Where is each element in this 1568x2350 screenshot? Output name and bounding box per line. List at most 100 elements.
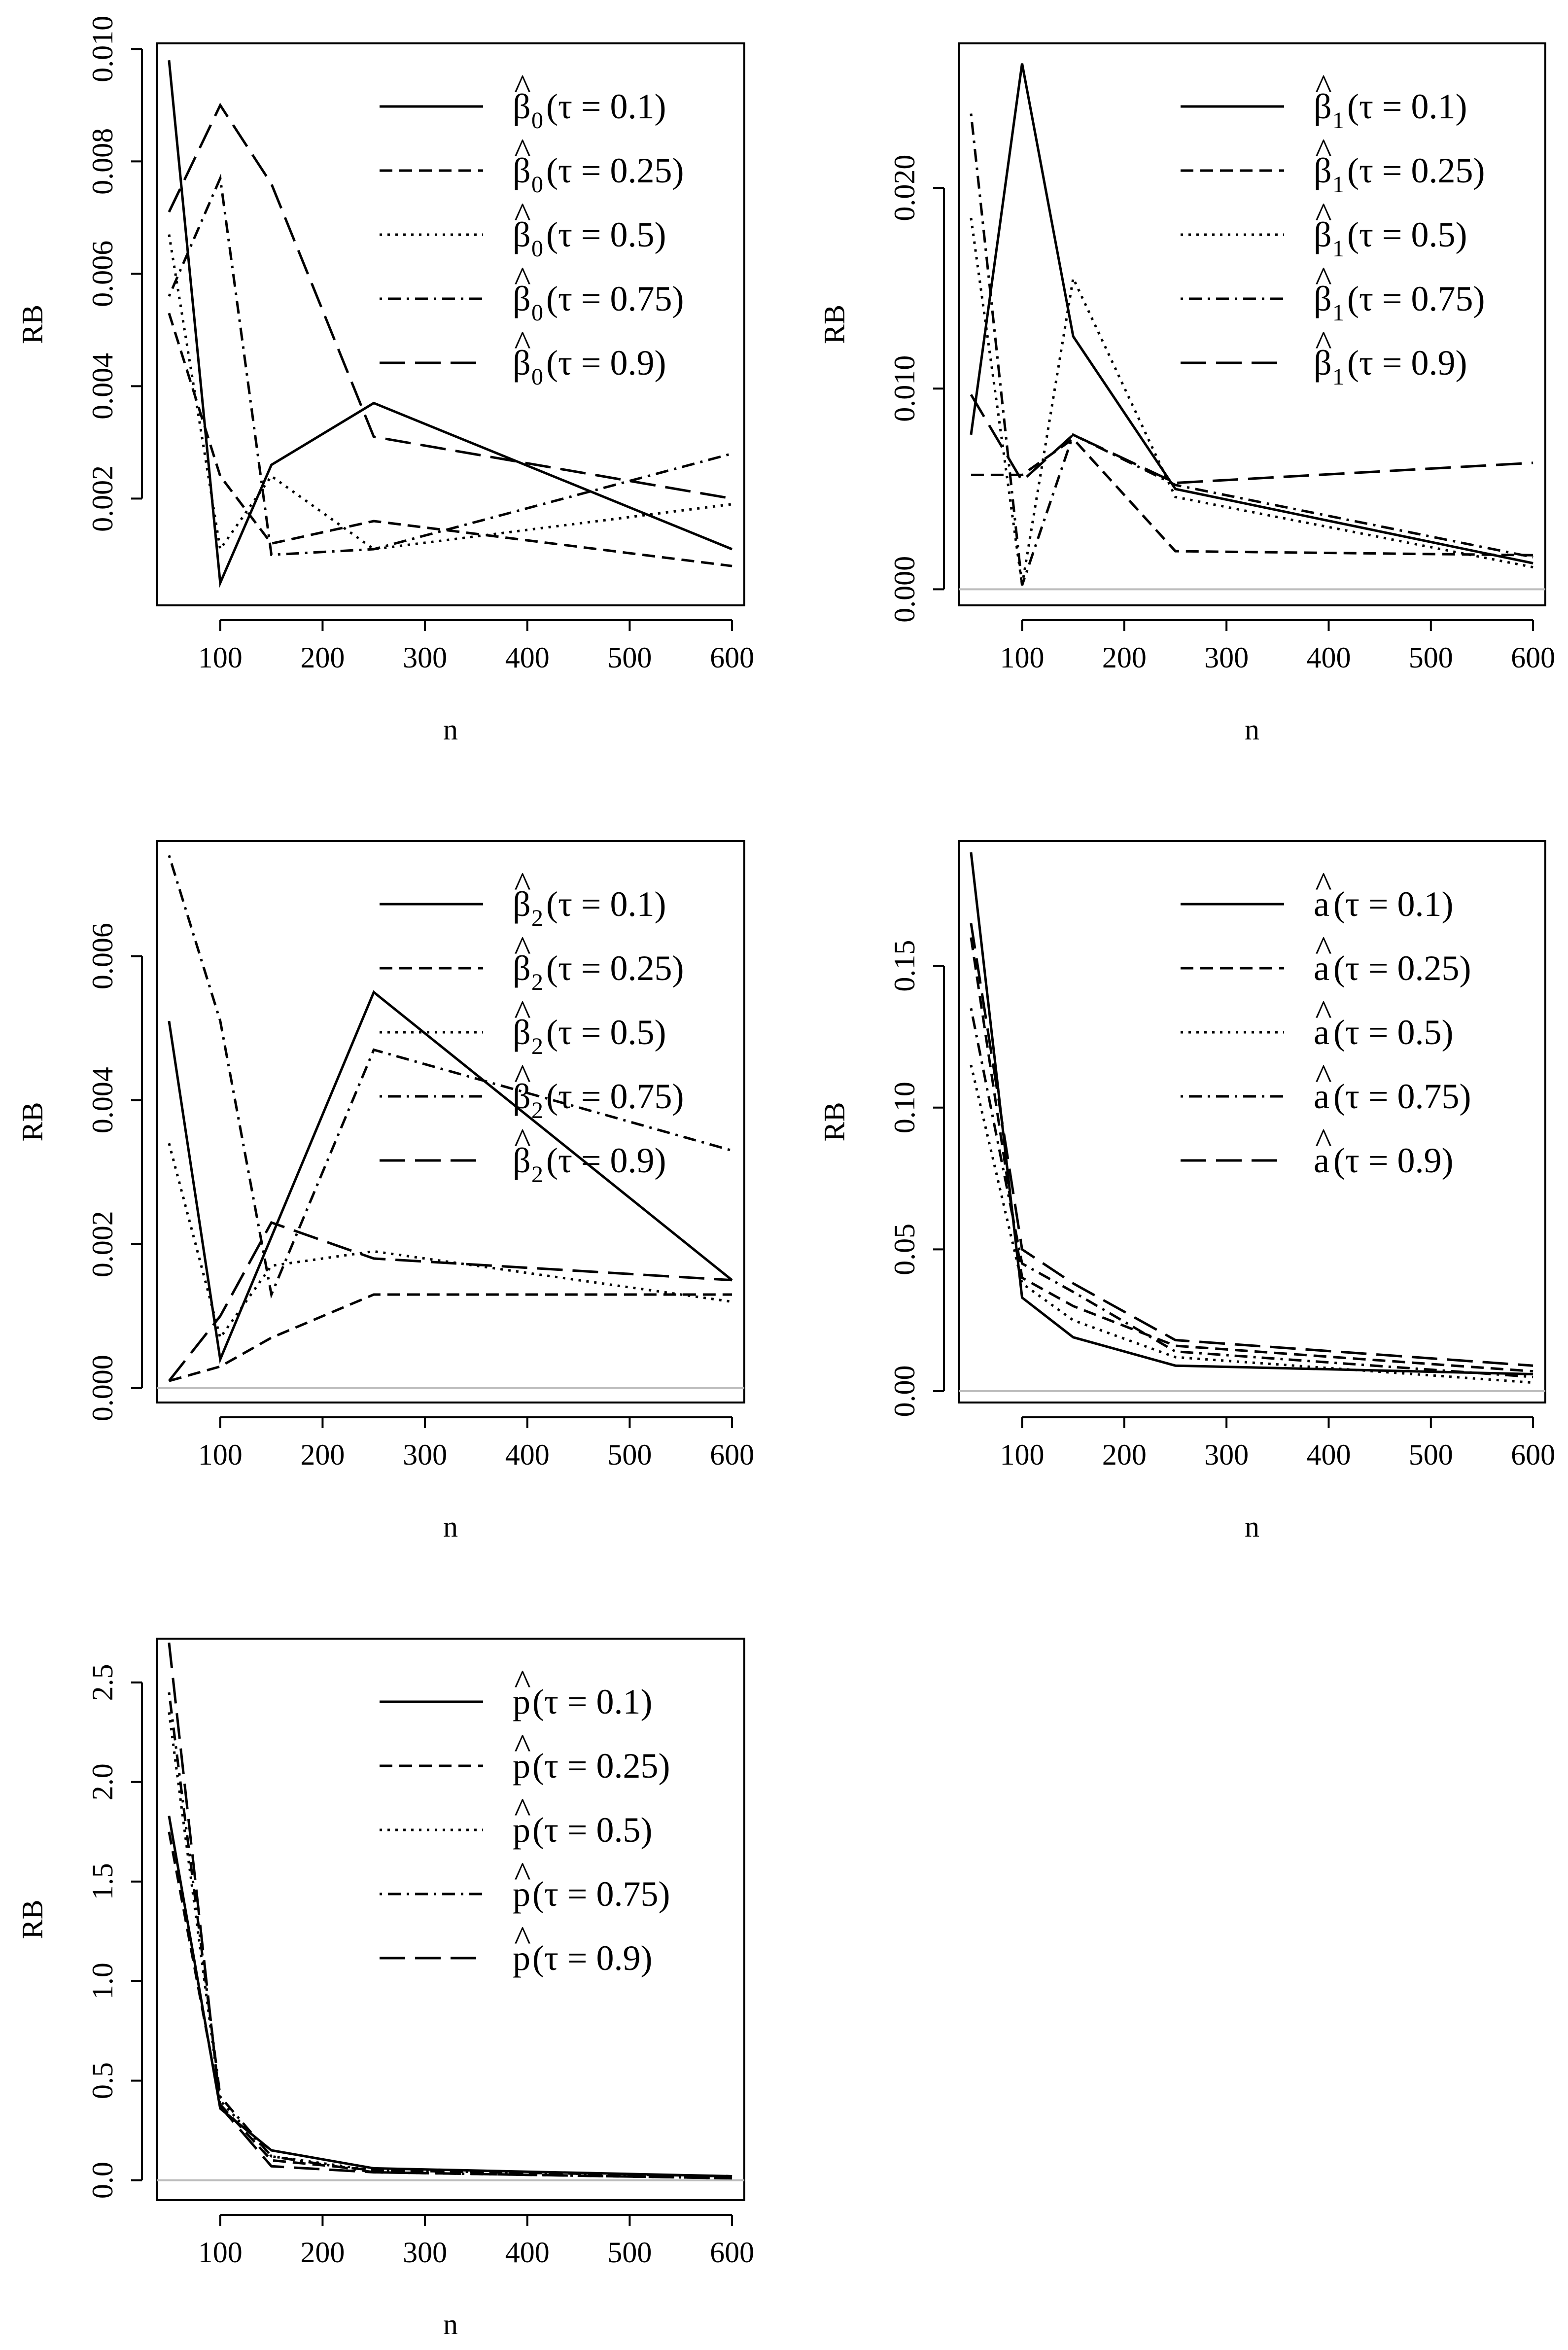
legend-symbol: β <box>513 279 531 318</box>
legend-hat-mark: ^ <box>514 993 531 1032</box>
x-tick-label: 400 <box>1306 641 1351 674</box>
legend-label: (τ = 0.25) <box>546 948 684 988</box>
series-line-dashed <box>971 437 1533 557</box>
series-line-solid <box>970 852 1533 1375</box>
legend-hat-mark: ^ <box>514 1855 531 1894</box>
legend-hat-mark: ^ <box>1315 1057 1332 1096</box>
chart-panel-a: 100 200 300 400 500 600n0.000.050.100.15RBa^(… <box>818 840 1555 1543</box>
x-axis-title: n <box>1245 713 1259 746</box>
x-tick-label: 400 <box>1306 1438 1351 1471</box>
legend: β^2 (τ = 0.1)β^2 (τ = 0.25)β^2 (τ = 0.5)β^2… <box>380 865 684 1188</box>
legend-hat-mark: ^ <box>1315 865 1332 904</box>
plot-frame <box>958 42 1546 606</box>
legend-subscript: 1 <box>1332 364 1344 390</box>
legend-symbol: β <box>513 884 531 924</box>
legend-label: (τ = 0.5) <box>546 1013 666 1052</box>
x-axis-title: n <box>443 2308 458 2341</box>
legend-symbol: β <box>513 151 531 190</box>
legend-hat-mark: ^ <box>514 1726 531 1766</box>
x-tick-label: 500 <box>607 1438 652 1471</box>
plot-frame <box>958 840 1546 1403</box>
legend: a^ (τ = 0.1)a^ (τ = 0.25)a^ (τ = 0.5)a^ (τ =… <box>1181 865 1471 1180</box>
legend-hat-mark: ^ <box>1315 131 1332 171</box>
legend-hat-mark: ^ <box>514 1121 531 1160</box>
series-line-dotdash <box>970 1008 1533 1378</box>
y-tick-label: 0.020 <box>888 155 921 221</box>
x-tick-label: 300 <box>1204 641 1249 674</box>
x-tick-label: 100 <box>1000 1438 1045 1471</box>
y-tick-label: 0.004 <box>86 1067 119 1133</box>
legend-subscript: 2 <box>531 1033 543 1059</box>
y-tick-label: 0.5 <box>86 2062 119 2099</box>
series-line-dotdash <box>168 174 732 557</box>
x-tick-label: 400 <box>505 2236 550 2269</box>
legend-subscript: 2 <box>531 1161 543 1188</box>
y-tick-label: 0.05 <box>888 1224 921 1275</box>
x-tick-label: 600 <box>710 641 754 674</box>
legend-hat-mark: ^ <box>1315 67 1332 106</box>
legend-symbol: β <box>1314 215 1332 254</box>
y-axis-title: RB <box>818 1102 851 1141</box>
series-line-dashed <box>168 313 732 567</box>
legend-label: (τ = 0.9) <box>532 1938 653 1978</box>
y-tick-label: 0.002 <box>86 465 119 532</box>
legend: p^ (τ = 0.1)p^ (τ = 0.25)p^ (τ = 0.5)p^ (τ =… <box>380 1662 670 1978</box>
x-tick-label: 200 <box>300 2236 345 2269</box>
legend-label: (τ = 0.9) <box>546 343 666 383</box>
chart-panel-beta0: 100 200 300 400 500 600 n 0.002 0.004 0.006 0.008 0… <box>16 16 754 746</box>
x-tick-label: 600 <box>1511 1438 1555 1471</box>
legend-hat-mark: ^ <box>514 865 531 904</box>
x-tick-label: 200 <box>1102 641 1147 674</box>
legend-label: (τ = 0.75) <box>546 1077 684 1116</box>
legend-label: (τ = 0.5) <box>1333 1013 1454 1052</box>
legend-subscript: 1 <box>1332 236 1344 262</box>
legend-symbol: p <box>513 1874 530 1914</box>
y-tick-label: 0.008 <box>86 128 119 195</box>
legend-symbol: β <box>513 87 531 126</box>
legend-hat-mark: ^ <box>514 929 531 968</box>
x-tick-label: 100 <box>198 2236 243 2269</box>
x-tick-label: 400 <box>505 1438 550 1471</box>
legend-label: (τ = 0.1) <box>1347 87 1467 126</box>
plot-frame <box>156 1638 745 2201</box>
legend-subscript: 2 <box>531 1097 543 1123</box>
legend-symbol: β <box>513 1013 531 1052</box>
y-tick-label: 0.010 <box>86 16 119 82</box>
legend-symbol: β <box>513 1077 531 1116</box>
legend-hat-mark: ^ <box>514 1662 531 1702</box>
y-tick-label: 1.0 <box>86 1963 119 1999</box>
legend-symbol: β <box>513 215 531 254</box>
series-line-dotted <box>168 1143 732 1341</box>
x-tick-label: 100 <box>198 1438 243 1471</box>
series-line-longdash <box>168 1642 732 2180</box>
legend-label: (τ = 0.25) <box>546 151 684 190</box>
series-line-longdash <box>970 923 1533 1367</box>
legend-hat-mark: ^ <box>1315 195 1332 235</box>
x-tick-label: 600 <box>710 2236 754 2269</box>
plot-frame <box>156 42 745 606</box>
y-axis-title: RB <box>818 305 851 344</box>
x-tick-label: 500 <box>1409 1438 1453 1471</box>
y-tick-label: 0.000 <box>888 556 921 623</box>
series-line-dotdash <box>168 855 732 1299</box>
y-axis-title: RB <box>16 1102 49 1141</box>
legend-label: (τ = 0.9) <box>1333 1141 1454 1180</box>
series-line-dotdash <box>970 113 1533 586</box>
legend-hat-mark: ^ <box>1315 1121 1332 1160</box>
y-axis-title: RB <box>16 1899 49 1939</box>
x-tick-label: 600 <box>1511 641 1555 674</box>
y-tick-label: 0.0 <box>86 2162 119 2199</box>
legend-label: (τ = 0.25) <box>532 1746 670 1786</box>
x-tick-label: 300 <box>403 2236 447 2269</box>
legend-label: (τ = 0.25) <box>1333 948 1471 988</box>
legend-label: (τ = 0.75) <box>546 279 684 318</box>
y-tick-label: 0.006 <box>86 241 119 307</box>
legend-label: (τ = 0.75) <box>1347 279 1485 318</box>
legend-label: (τ = 0.5) <box>532 1810 653 1850</box>
legend-hat-mark: ^ <box>1315 323 1332 363</box>
y-axis-title: RB <box>16 305 49 344</box>
legend-hat-mark: ^ <box>514 1057 531 1096</box>
legend-symbol: p <box>513 1938 530 1978</box>
series-line-longdash <box>970 394 1533 485</box>
